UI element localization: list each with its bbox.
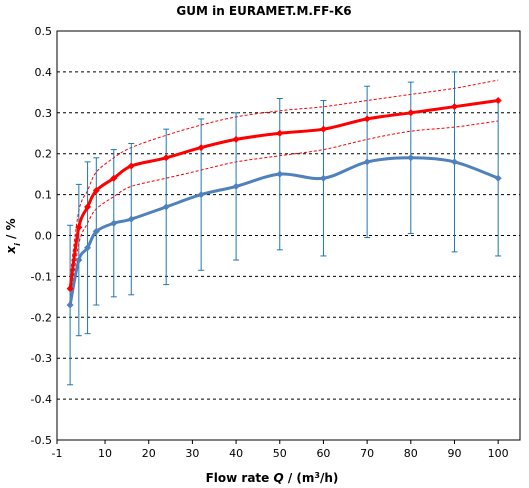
y-tick-label: 0.0 xyxy=(35,230,53,243)
x-tick-label: 20 xyxy=(142,447,156,460)
x-tick-label: 100 xyxy=(488,447,509,460)
y-tick-label: 0.1 xyxy=(35,189,53,202)
y-tick-label: 0.5 xyxy=(35,25,53,38)
data-point-marker xyxy=(66,301,74,309)
x-tick-label: 40 xyxy=(229,447,243,460)
x-tick-label: 80 xyxy=(404,447,418,460)
y-axis-label-var: x xyxy=(4,245,18,255)
data-point-marker xyxy=(75,256,83,264)
y-tick-label: 0.2 xyxy=(35,148,53,161)
data-point-marker xyxy=(363,115,371,123)
x-axis-label-sup: 3 xyxy=(314,471,320,480)
y-axis-label-sub: i xyxy=(13,243,22,246)
y-tick-label: -0.1 xyxy=(31,270,52,283)
data-point-marker xyxy=(127,215,135,223)
data-point-marker xyxy=(363,158,371,166)
x-tick-label: 50 xyxy=(273,447,287,460)
x-axis-label-mid: / (m xyxy=(284,471,315,485)
series-1 xyxy=(66,97,502,293)
data-point-marker xyxy=(232,135,240,143)
data-point-marker xyxy=(92,187,100,195)
data-point-marker xyxy=(162,203,170,211)
x-axis-label-suffix: /h) xyxy=(320,471,338,485)
data-point-marker xyxy=(84,203,92,211)
y-tick-labels: -0.5 -0.4 -0.3 -0.2 -0.1 0.0 0.1 0.2 0.3 0.4 0.5 xyxy=(31,25,52,447)
data-point-marker xyxy=(110,174,118,182)
data-point-marker xyxy=(75,223,83,231)
data-point-marker xyxy=(407,154,415,162)
data-point-marker xyxy=(162,154,170,162)
data-point-marker xyxy=(407,109,415,117)
data-point-marker xyxy=(494,174,502,182)
series-0 xyxy=(66,71,502,386)
series-line-dashed xyxy=(69,120,499,301)
data-point-marker xyxy=(494,97,502,105)
data-point-marker xyxy=(66,285,74,293)
y-tick-label: -0.5 xyxy=(31,434,52,447)
y-tick-label: 0.4 xyxy=(35,66,53,79)
grid-lines xyxy=(56,71,520,444)
data-point-marker xyxy=(450,158,458,166)
x-tick-label: 90 xyxy=(447,447,461,460)
x-tick-label: 70 xyxy=(360,447,374,460)
y-tick-label: -0.4 xyxy=(31,393,52,406)
x-axis-label-prefix: Flow rate xyxy=(206,471,274,485)
data-point-marker xyxy=(197,144,205,152)
plot-frame xyxy=(56,30,521,441)
series-3 xyxy=(69,120,499,301)
y-axis-label: xi / % xyxy=(4,218,22,254)
x-axis-label: Flow rate Q / (m3/h) xyxy=(206,471,339,486)
data-point-marker xyxy=(197,191,205,199)
x-tick-label: 30 xyxy=(185,447,199,460)
data-point-marker xyxy=(110,219,118,227)
x-tick-labels: -1 10 20 30 40 50 60 70 80 90 100 xyxy=(52,447,509,460)
x-axis-label-var: Q xyxy=(273,471,283,485)
x-tick-label: 10 xyxy=(98,447,112,460)
y-tick-label: -0.3 xyxy=(31,352,52,365)
series-line xyxy=(68,156,499,306)
y-tick-label: -0.2 xyxy=(31,311,52,324)
data-point-marker xyxy=(127,162,135,170)
data-point-marker xyxy=(92,227,100,235)
y-axis-label-suffix: / % xyxy=(4,218,18,243)
data-point-marker xyxy=(276,170,284,178)
data-point-marker xyxy=(319,125,327,133)
data-point-marker xyxy=(319,174,327,182)
data-point-marker xyxy=(84,244,92,252)
data-point-marker xyxy=(276,129,284,137)
x-tick-label: 60 xyxy=(316,447,330,460)
y-tick-label: 0.3 xyxy=(35,107,53,120)
x-tick-label: -1 xyxy=(52,447,63,460)
chart-title: GUM in EURAMET.M.FF-K6 xyxy=(176,4,351,18)
series-layer xyxy=(66,71,502,386)
data-point-marker xyxy=(450,103,458,111)
data-point-marker xyxy=(232,182,240,190)
